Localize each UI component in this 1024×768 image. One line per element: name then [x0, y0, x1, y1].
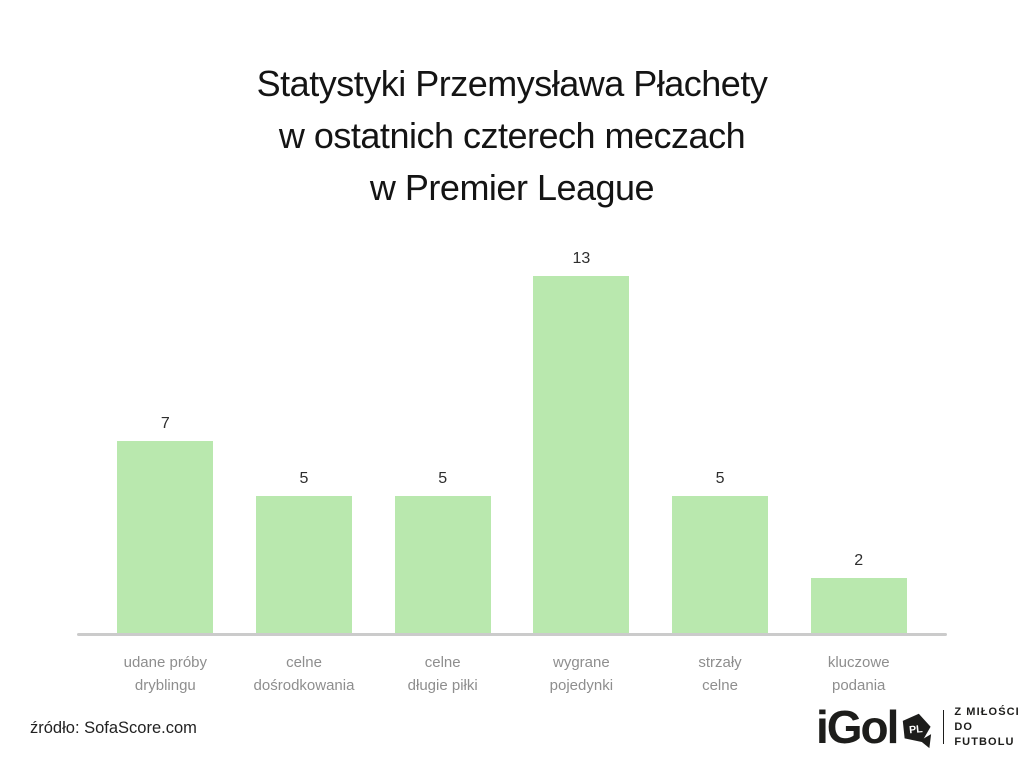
- bar-value-label: 7: [160, 414, 170, 432]
- source-credit: źródło: SofaScore.com: [30, 719, 197, 737]
- bar-column: 2: [789, 551, 928, 633]
- bar-value-label: 5: [438, 469, 448, 487]
- igol-wordmark: iGol: [816, 701, 899, 753]
- bar: [256, 495, 352, 633]
- logo-divider: [942, 710, 945, 744]
- bar-category-label: kluczowe podania: [827, 654, 890, 694]
- chart-title-line-3: w Premier League: [369, 167, 655, 208]
- chart-title: Statystyki Przemysława Płachety w ostatn…: [0, 58, 1024, 214]
- x-axis-line: [77, 633, 947, 636]
- bar-column: 13: [512, 249, 651, 633]
- bar-value-label: 2: [854, 552, 864, 569]
- bar-category-label: udane próby dryblingu: [123, 654, 208, 694]
- chart-title-line-2: w ostatnich czterech meczach: [278, 115, 746, 156]
- bar-chart: 7 5 5 13 5 2 udane próby dryblingu celne dośro…: [77, 247, 947, 697]
- bar-column: 5: [373, 469, 512, 633]
- bar-category-label: strzały celne: [698, 654, 742, 694]
- bar: [672, 495, 769, 633]
- bar: [117, 440, 214, 633]
- bar-category-label: celne dośrodkowania: [253, 654, 355, 694]
- bar: [394, 495, 491, 633]
- chart-title-line-1: Statystyki Przemysława Płachety: [256, 63, 768, 104]
- bar-column: 7: [96, 414, 235, 633]
- bar-value-label: 13: [572, 249, 591, 267]
- pentagon-pl-badge-icon: PL: [903, 713, 932, 749]
- bar-column: 5: [235, 469, 374, 633]
- bar-column: 5: [651, 469, 790, 633]
- bar: [533, 275, 630, 633]
- igol-logo: iGol PL Z MIŁOŚCI DO FUTBOLU: [816, 700, 1024, 754]
- logo-tagline: Z MIŁOŚCI DO FUTBOLU: [954, 705, 1020, 748]
- bar-category-label: wygrane pojedynki: [549, 654, 614, 694]
- labels-row: udane próby dryblingu celne dośrodkowania…: [77, 651, 947, 697]
- bars-row: 7 5 5 13 5 2: [77, 247, 947, 633]
- bar: [810, 578, 907, 633]
- bar-value-label: 5: [715, 469, 725, 487]
- badge-pl-text: PL: [909, 723, 924, 736]
- bar-value-label: 5: [299, 469, 309, 487]
- bar-category-label: celne długie piłki: [407, 654, 478, 694]
